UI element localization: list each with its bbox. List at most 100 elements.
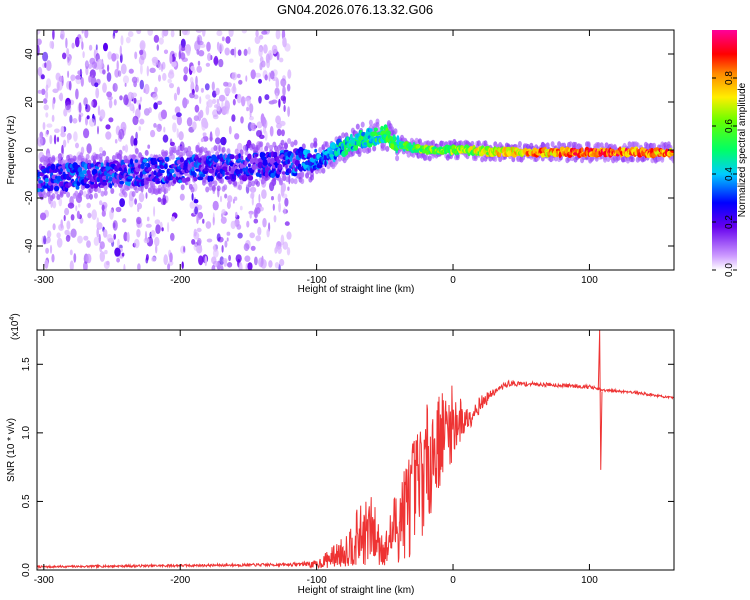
- ridge-halo: [313, 142, 318, 149]
- noise-blob: [145, 192, 148, 199]
- ridge-blob: [373, 127, 378, 132]
- ridge-halo: [318, 167, 323, 174]
- noise-blob: [122, 218, 127, 223]
- ridge-blob: [238, 153, 241, 159]
- noise-blob: [95, 44, 98, 51]
- ridge-halo: [205, 186, 210, 193]
- ridge-halo: [341, 132, 346, 139]
- ridge-blob: [312, 154, 317, 159]
- noise-blob: [103, 42, 108, 52]
- colorbar-tick-label: 0.4: [724, 167, 735, 181]
- noise-blob: [215, 127, 220, 138]
- noise-blob: [235, 254, 242, 263]
- noise-blob: [58, 94, 63, 100]
- noise-blob: [264, 94, 270, 101]
- ridge-blob: [385, 130, 391, 136]
- noise-blob: [153, 34, 160, 43]
- snr-x-label: Height of straight line (km): [298, 585, 415, 596]
- noise-blob: [180, 46, 186, 52]
- y-tick-label: 1.5: [21, 357, 32, 371]
- noise-blob: [217, 43, 224, 53]
- noise-blob: [153, 102, 158, 110]
- noise-blob: [139, 118, 145, 125]
- noise-blob: [167, 263, 171, 270]
- noise-blob: [212, 216, 215, 226]
- ridge-blob: [222, 170, 225, 177]
- noise-blob: [137, 202, 142, 210]
- noise-blob: [255, 30, 259, 38]
- noise-blob: [198, 255, 204, 266]
- noise-blob: [257, 226, 262, 236]
- noise-blob: [269, 126, 274, 137]
- noise-blob: [72, 118, 78, 124]
- ridge-blob: [224, 168, 228, 173]
- noise-blob: [106, 260, 110, 266]
- ridge-halo: [238, 184, 242, 191]
- y-tick-label: -20: [24, 190, 35, 205]
- noise-blob: [64, 207, 70, 216]
- noise-blob: [194, 206, 199, 215]
- noise-blob: [205, 94, 211, 100]
- noise-blob: [49, 134, 53, 145]
- noise-blob: [56, 232, 61, 239]
- ridge-halo: [74, 190, 79, 197]
- noise-blob: [214, 137, 221, 145]
- noise-blob: [139, 49, 144, 55]
- noise-blob: [158, 37, 164, 45]
- ridge-halo: [283, 142, 288, 149]
- noise-blob: [167, 222, 170, 233]
- noise-blob: [93, 236, 100, 246]
- ridge-blob: [103, 170, 108, 176]
- ridge-halo: [424, 154, 429, 161]
- noise-blob: [176, 86, 181, 96]
- y-tick-label: 1.0: [21, 425, 32, 439]
- noise-blob: [240, 116, 244, 124]
- spectrogram-y-label: Frequency (Hz): [6, 116, 17, 185]
- ridge-halo: [300, 172, 305, 179]
- noise-blob: [255, 207, 261, 214]
- noise-blob: [65, 234, 71, 242]
- x-tick-label: 100: [581, 275, 598, 286]
- noise-blob: [243, 243, 250, 252]
- ridge-blob: [228, 165, 231, 172]
- ridge-blob: [344, 149, 349, 156]
- noise-blob: [117, 70, 122, 77]
- noise-blob: [52, 200, 57, 209]
- snr-y-ticks: 0.0 0.5 1.0 1.5: [21, 357, 674, 577]
- ridge-blob: [250, 158, 256, 163]
- noise-blob: [178, 43, 182, 53]
- noise-blob: [139, 42, 145, 50]
- noise-blob: [205, 62, 211, 67]
- noise-blob: [163, 126, 166, 133]
- ridge-blob: [257, 169, 261, 174]
- noise-blob: [225, 36, 231, 44]
- noise-blob: [52, 223, 56, 231]
- noise-blob: [66, 220, 71, 230]
- y-tick-label: 20: [24, 96, 35, 108]
- ridge-blob: [347, 147, 351, 152]
- noise-blob: [136, 216, 142, 225]
- noise-blob: [134, 198, 138, 205]
- noise-blob: [37, 44, 40, 56]
- noise-blob: [130, 135, 135, 147]
- ridge-halo: [51, 156, 56, 163]
- noise-blob: [218, 94, 226, 102]
- ridge-halo: [188, 150, 193, 157]
- noise-blob: [204, 255, 208, 267]
- ridge-halo: [202, 179, 206, 186]
- noise-blob: [222, 258, 228, 263]
- ridge-blob: [108, 176, 113, 182]
- ridge-blob: [84, 163, 89, 170]
- noise-blob: [212, 114, 219, 120]
- ridge-blob: [276, 159, 281, 164]
- noise-blob: [88, 75, 92, 83]
- noise-blob: [99, 251, 106, 262]
- ridge-halo: [100, 190, 105, 197]
- noise-blob: [154, 86, 158, 94]
- noise-blob: [153, 123, 157, 128]
- ridge-halo: [337, 155, 342, 162]
- noise-blob: [169, 252, 173, 263]
- ridge-halo: [355, 123, 360, 130]
- noise-blob: [56, 237, 63, 248]
